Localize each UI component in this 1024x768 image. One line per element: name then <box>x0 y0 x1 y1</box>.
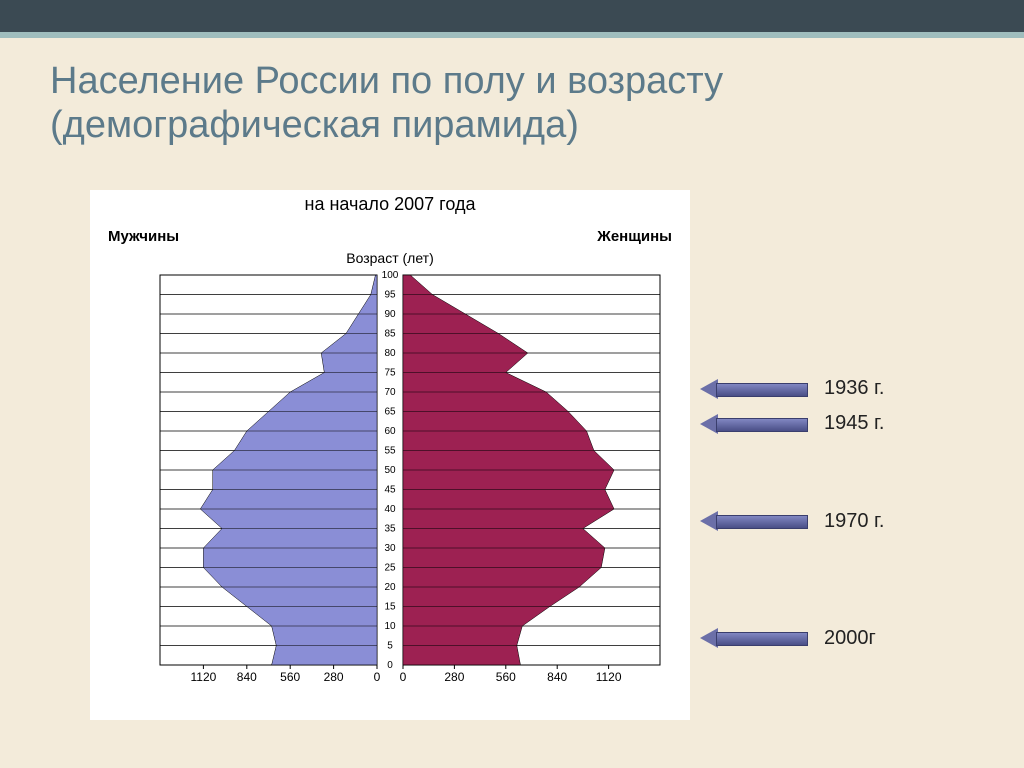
svg-text:50: 50 <box>384 465 396 476</box>
svg-text:840: 840 <box>547 670 567 684</box>
svg-text:0: 0 <box>400 670 407 684</box>
svg-text:85: 85 <box>384 329 396 340</box>
svg-text:35: 35 <box>384 524 396 535</box>
svg-text:5: 5 <box>387 641 393 652</box>
svg-text:280: 280 <box>444 670 464 684</box>
svg-text:55: 55 <box>384 446 396 457</box>
svg-text:0: 0 <box>374 670 381 684</box>
svg-text:80: 80 <box>384 348 396 359</box>
label-female: Женщины <box>597 228 672 245</box>
svg-text:0: 0 <box>387 660 393 671</box>
arrow-left-icon <box>700 413 810 435</box>
callout: 2000г <box>700 627 876 650</box>
label-age-axis: Возраст (лет) <box>90 250 690 266</box>
slide-title: Население России по полу и возрасту (дем… <box>50 60 974 147</box>
svg-text:560: 560 <box>496 670 516 684</box>
label-male: Мужчины <box>108 228 179 245</box>
svg-text:70: 70 <box>384 387 396 398</box>
callout: 1945 г. <box>700 412 884 435</box>
svg-text:280: 280 <box>324 670 344 684</box>
svg-text:560: 560 <box>280 670 300 684</box>
arrow-left-icon <box>700 627 810 649</box>
callout-label: 1970 г. <box>824 510 884 533</box>
svg-text:30: 30 <box>384 543 396 554</box>
callout-label: 1936 г. <box>824 377 884 400</box>
svg-text:15: 15 <box>384 602 396 613</box>
callout-label: 1945 г. <box>824 412 884 435</box>
svg-text:1120: 1120 <box>596 670 622 684</box>
arrow-left-icon <box>700 510 810 532</box>
slide-top-bar <box>0 0 1024 32</box>
callouts-region: 1936 г. 1945 г. 1970 г. 2000г <box>700 190 980 720</box>
callout: 1970 г. <box>700 510 884 533</box>
svg-text:60: 60 <box>384 426 396 437</box>
svg-text:45: 45 <box>384 485 396 496</box>
svg-text:20: 20 <box>384 582 396 593</box>
callout: 1936 г. <box>700 377 884 400</box>
chart-subtitle: на начало 2007 года <box>90 194 690 215</box>
svg-text:75: 75 <box>384 368 396 379</box>
svg-text:90: 90 <box>384 309 396 320</box>
arrow-left-icon <box>700 378 810 400</box>
svg-text:65: 65 <box>384 407 396 418</box>
callout-label: 2000г <box>824 627 876 650</box>
svg-text:25: 25 <box>384 563 396 574</box>
pyramid-chart: на начало 2007 года Мужчины Женщины Возр… <box>90 190 690 720</box>
chart-svg-wrap: 0 5 10 15 20 25 30 35 40 45 50 55 60 65 70 75 80 85 90 95 10… <box>100 270 680 690</box>
svg-text:40: 40 <box>384 504 396 515</box>
svg-text:95: 95 <box>384 290 396 301</box>
slide: Население России по полу и возрасту (дем… <box>0 0 1024 768</box>
svg-text:840: 840 <box>237 670 257 684</box>
svg-text:1120: 1120 <box>190 670 216 684</box>
svg-text:100: 100 <box>382 270 399 281</box>
svg-text:10: 10 <box>384 621 396 632</box>
pyramid-svg: 0 5 10 15 20 25 30 35 40 45 50 55 60 65 70 75 80 85 90 95 10… <box>100 270 680 690</box>
